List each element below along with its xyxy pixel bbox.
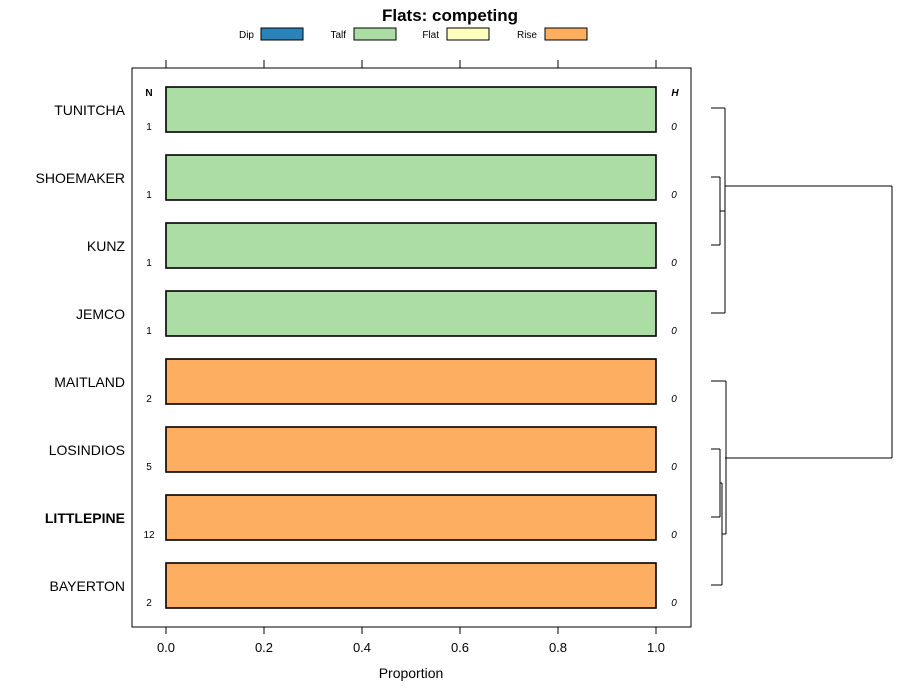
x-tick-label-1: 0.2: [255, 640, 273, 655]
legend: Dip Talf Flat Rise: [239, 27, 588, 41]
n-value: 1: [146, 326, 152, 337]
h-value: 0: [671, 530, 677, 541]
legend-swatch-flat: [446, 27, 490, 41]
bar-talf: [165, 290, 657, 337]
x-tick-label-3: 0.6: [451, 640, 469, 655]
bar-talf: [165, 222, 657, 269]
bar-talf: [165, 86, 657, 133]
h-value: 0: [671, 462, 677, 473]
x-tick-label-4: 0.8: [549, 640, 567, 655]
n-column-header: N: [145, 88, 152, 99]
row-tunitcha: TUNITCHA 1 0: [54, 86, 677, 133]
n-value: 2: [146, 598, 152, 609]
top-axis: [165, 60, 657, 68]
category-label: MAITLAND: [54, 374, 125, 390]
h-column-header: H: [671, 88, 679, 99]
h-value: 0: [671, 394, 677, 405]
dendrogram: [711, 107, 893, 586]
category-label: BAYERTON: [50, 578, 125, 594]
bar-rise: [165, 426, 657, 473]
n-value: 2: [146, 394, 152, 405]
legend-label-flat: Flat: [422, 30, 439, 41]
n-value: 1: [146, 190, 152, 201]
chart-title: Flats: competing: [382, 6, 518, 25]
row-shoemaker: SHOEMAKER 1 0: [36, 154, 677, 201]
plot-frame: [131, 67, 692, 628]
row-kunz: KUNZ 1 0: [87, 222, 677, 269]
h-value: 0: [671, 258, 677, 269]
category-label: LITTLEPINE: [45, 510, 125, 526]
legend-label-dip: Dip: [239, 30, 254, 41]
category-label: SHOEMAKER: [36, 170, 125, 186]
category-label: KUNZ: [87, 238, 126, 254]
bar-rise: [165, 562, 657, 609]
legend-swatch-talf: [353, 27, 397, 41]
bar-rise: [165, 494, 657, 541]
legend-label-rise: Rise: [517, 30, 537, 41]
h-value: 0: [671, 326, 677, 337]
n-value: 5: [146, 462, 152, 473]
n-value: 1: [146, 122, 152, 133]
x-tick-label-2: 0.4: [353, 640, 371, 655]
h-value: 0: [671, 190, 677, 201]
bar-rise: [165, 358, 657, 405]
x-tick-label-0: 0.0: [157, 640, 175, 655]
row-maitland: MAITLAND 2 0: [54, 358, 677, 405]
h-value: 0: [671, 122, 677, 133]
row-littlepine: LITTLEPINE 12 0: [45, 494, 677, 541]
legend-swatch-dip: [260, 27, 304, 41]
legend-swatch-rise: [544, 27, 588, 41]
category-label: TUNITCHA: [54, 102, 125, 118]
bottom-axis: 0.0 0.2 0.4 0.6 0.8 1.0: [157, 627, 665, 655]
n-value: 1: [146, 258, 152, 269]
legend-label-talf: Talf: [330, 30, 346, 41]
x-axis-label: Proportion: [379, 665, 444, 681]
row-jemco: JEMCO 1 0: [76, 290, 677, 337]
x-tick-label-5: 1.0: [647, 640, 665, 655]
n-value: 12: [143, 530, 155, 541]
category-label: JEMCO: [76, 306, 125, 322]
row-bayerton: BAYERTON 2 0: [50, 562, 677, 609]
h-value: 0: [671, 598, 677, 609]
row-losindios: LOSINDIOS 5 0: [49, 426, 677, 473]
bar-talf: [165, 154, 657, 201]
category-label: LOSINDIOS: [49, 442, 125, 458]
